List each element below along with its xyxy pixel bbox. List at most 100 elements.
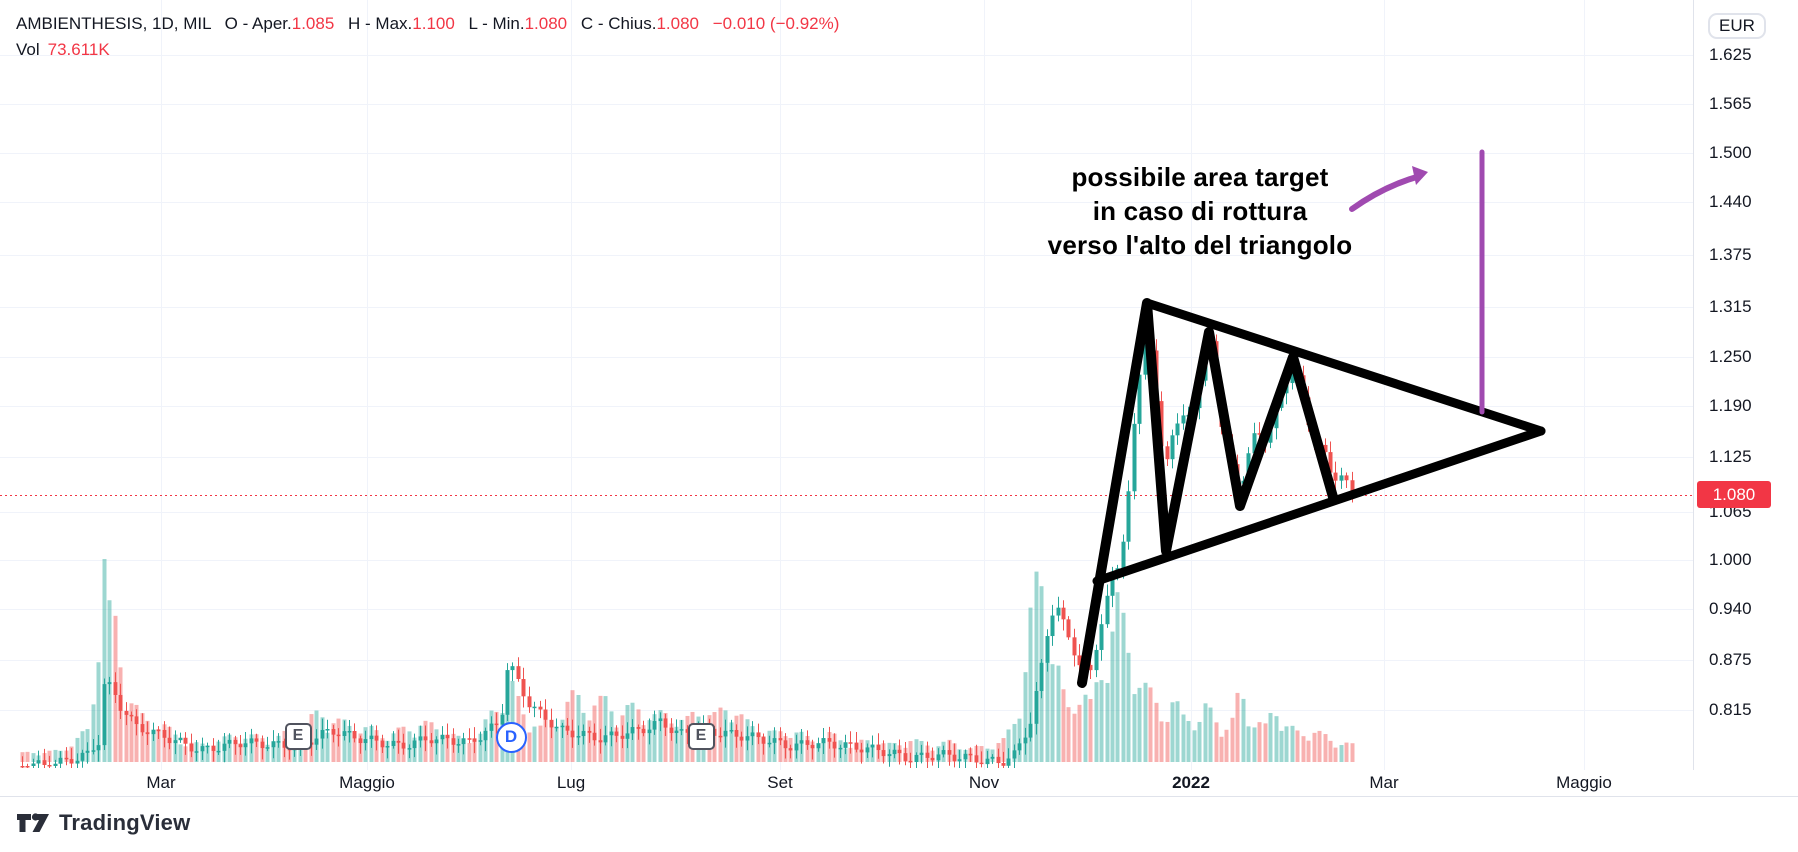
- candle-body: [352, 731, 357, 739]
- earnings-marker[interactable]: E: [687, 722, 715, 750]
- volume-bar: [1137, 687, 1142, 762]
- candle-body: [516, 666, 521, 680]
- candle-body: [178, 737, 183, 741]
- volume-bar: [1186, 721, 1191, 762]
- candle-body: [587, 730, 592, 733]
- candle-body: [1165, 446, 1170, 460]
- volume-bar: [265, 744, 270, 762]
- candle-body: [598, 740, 603, 743]
- candle-body: [1181, 415, 1186, 424]
- volume-bar: [1279, 730, 1284, 762]
- volume-bar: [1268, 712, 1273, 762]
- volume-bar: [1099, 680, 1104, 762]
- tradingview-logo-icon: [17, 813, 49, 832]
- volume-bar: [129, 703, 134, 762]
- candle-body: [134, 716, 139, 725]
- candle-body: [1028, 723, 1033, 738]
- candle-body: [489, 723, 494, 731]
- candle-body: [260, 741, 265, 749]
- candle-body: [1094, 649, 1099, 671]
- volume-bar: [1295, 730, 1300, 762]
- candle-body: [36, 760, 41, 764]
- candle-body: [265, 747, 270, 749]
- candle-body: [451, 738, 456, 745]
- target-annotation-text[interactable]: possibile area target in caso di rottura…: [1015, 160, 1385, 262]
- volume-bar: [1143, 682, 1148, 762]
- candle-body: [1034, 691, 1039, 724]
- candle-body: [1110, 575, 1115, 596]
- volume-bar: [1317, 730, 1322, 762]
- price-tick-label: 1.190: [1709, 396, 1752, 415]
- volume-bar: [53, 749, 58, 762]
- candle-body: [69, 759, 74, 764]
- candle-body: [663, 718, 668, 728]
- volume-bar: [1208, 707, 1213, 762]
- price-scale[interactable]: EUR 1.625 1.565 1.500 1.440 1.375 1.315 1.250 1…: [1693, 0, 1798, 796]
- close-value: 1.080: [656, 14, 699, 33]
- volume-bar: [276, 735, 281, 762]
- volume-bar: [538, 725, 543, 762]
- candle-body: [739, 736, 744, 741]
- volume-bar: [1072, 713, 1077, 762]
- candle-body: [233, 739, 238, 745]
- volume-bar: [543, 719, 548, 762]
- candle-body: [957, 759, 962, 761]
- candle-body: [783, 740, 788, 749]
- candle-body: [331, 729, 336, 735]
- triangle-lower-trendline[interactable]: [1092, 426, 1546, 586]
- last-price-badge: 1.080: [1697, 481, 1771, 508]
- volume-bar: [663, 713, 668, 762]
- candle-body: [440, 734, 445, 740]
- candle-body: [162, 729, 167, 738]
- candle-body: [314, 738, 319, 745]
- zigzag-pattern-line[interactable]: [1077, 298, 1338, 688]
- volume-bar: [445, 736, 450, 762]
- volume-bar: [848, 747, 853, 762]
- volume-bar: [1012, 723, 1017, 762]
- volume-bar: [1148, 687, 1153, 762]
- candle-body: [630, 727, 635, 734]
- volume-bar: [331, 723, 336, 762]
- candle-body: [189, 743, 194, 752]
- time-scale[interactable]: Mar Maggio Lug Set Nov 2022 Mar Maggio: [0, 770, 1798, 797]
- candle-body: [778, 738, 783, 741]
- candle-body: [532, 706, 537, 709]
- candle-body: [821, 738, 826, 744]
- candle-body: [805, 740, 810, 745]
- price-tick-label: 1.250: [1709, 347, 1752, 366]
- candle-body: [254, 738, 259, 742]
- candle-body: [396, 740, 401, 743]
- candle-body: [1105, 595, 1110, 625]
- candle-body: [603, 735, 608, 743]
- candle-body: [478, 740, 483, 742]
- triangle-upper-trendline[interactable]: [1142, 298, 1546, 436]
- candle-body: [1077, 655, 1082, 666]
- candle-body: [505, 670, 510, 715]
- candle-body: [1017, 743, 1022, 751]
- candle-body: [347, 731, 352, 733]
- volume-bar: [598, 695, 603, 762]
- volume-bar: [1274, 716, 1279, 762]
- currency-badge[interactable]: EUR: [1708, 13, 1766, 39]
- target-arrow-shaft[interactable]: [1349, 173, 1423, 212]
- dividend-marker[interactable]: D: [495, 721, 527, 753]
- candle-body: [1088, 664, 1093, 671]
- candle-body: [756, 732, 761, 738]
- volume-bar: [124, 711, 129, 762]
- volume-bar: [91, 704, 96, 762]
- volume-bar: [1197, 721, 1202, 762]
- candle-body: [674, 730, 679, 734]
- tradingview-logo[interactable]: TradingView: [16, 808, 190, 838]
- candle-body: [1050, 615, 1055, 637]
- annotation-line-2: in caso di rottura: [1092, 196, 1308, 226]
- symbol-title[interactable]: AMBIENTHESIS, 1D, MIL: [16, 14, 211, 33]
- earnings-marker[interactable]: E: [284, 722, 312, 750]
- volume-bar: [80, 731, 85, 762]
- candle-body: [794, 743, 799, 751]
- volume-bar: [674, 726, 679, 762]
- volume-bar: [1094, 682, 1099, 762]
- candle-body: [848, 742, 853, 744]
- volume-label: Vol: [16, 40, 40, 59]
- target-arrow-head[interactable]: [1412, 166, 1428, 185]
